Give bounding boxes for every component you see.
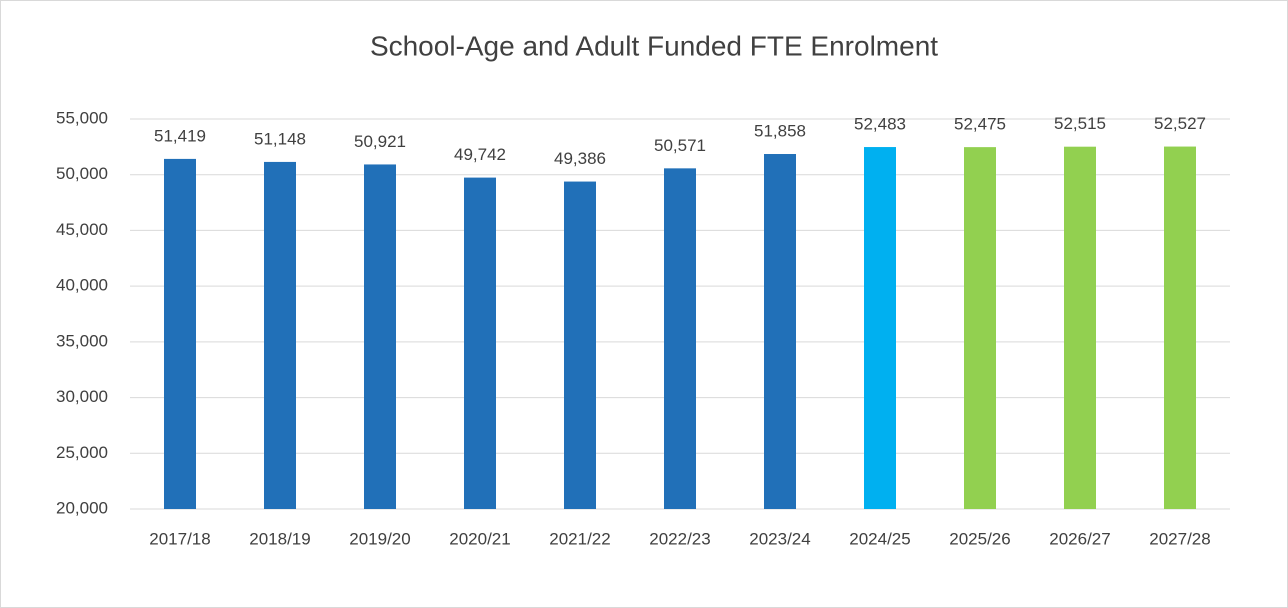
y-tick-label: 45,000 — [56, 220, 108, 239]
x-tick-label: 2025/26 — [949, 529, 1010, 548]
bar — [564, 181, 596, 509]
x-tick-label: 2027/28 — [1149, 529, 1210, 548]
y-tick-label: 50,000 — [56, 164, 108, 183]
value-label: 49,742 — [454, 145, 506, 164]
x-tick-label: 2023/24 — [749, 529, 810, 548]
x-tick-label: 2022/23 — [649, 529, 710, 548]
bar — [464, 177, 496, 509]
value-label: 51,148 — [254, 129, 306, 148]
value-label: 51,858 — [754, 121, 806, 140]
x-tick-label: 2024/25 — [849, 529, 910, 548]
value-label: 51,419 — [154, 126, 206, 145]
x-tick-label: 2017/18 — [149, 529, 210, 548]
value-label: 52,515 — [1054, 114, 1106, 133]
chart-title: School-Age and Adult Funded FTE Enrolmen… — [370, 30, 938, 61]
y-tick-label: 20,000 — [56, 498, 108, 517]
x-tick-label: 2026/27 — [1049, 529, 1110, 548]
bar — [764, 154, 796, 509]
y-tick-label: 55,000 — [56, 108, 108, 127]
bar — [1164, 146, 1196, 510]
value-label: 50,571 — [654, 136, 706, 155]
x-tick-label: 2020/21 — [449, 529, 510, 548]
y-tick-label: 35,000 — [56, 331, 108, 350]
y-tick-label: 30,000 — [56, 387, 108, 406]
bar — [964, 147, 996, 509]
value-label: 49,386 — [554, 149, 606, 168]
value-label: 52,527 — [1154, 114, 1206, 133]
value-label: 52,475 — [954, 115, 1006, 134]
bar — [664, 168, 696, 509]
bar — [364, 164, 396, 509]
value-label: 50,921 — [354, 132, 406, 151]
x-tick-label: 2021/22 — [549, 529, 610, 548]
x-tick-label: 2019/20 — [349, 529, 410, 548]
bar — [264, 161, 296, 509]
x-tick-label: 2018/19 — [249, 529, 310, 548]
y-tick-label: 40,000 — [56, 276, 108, 295]
bar — [164, 158, 196, 509]
y-tick-label: 25,000 — [56, 443, 108, 462]
value-label: 52,483 — [854, 115, 906, 134]
bar — [864, 147, 896, 509]
bar — [1064, 146, 1096, 509]
